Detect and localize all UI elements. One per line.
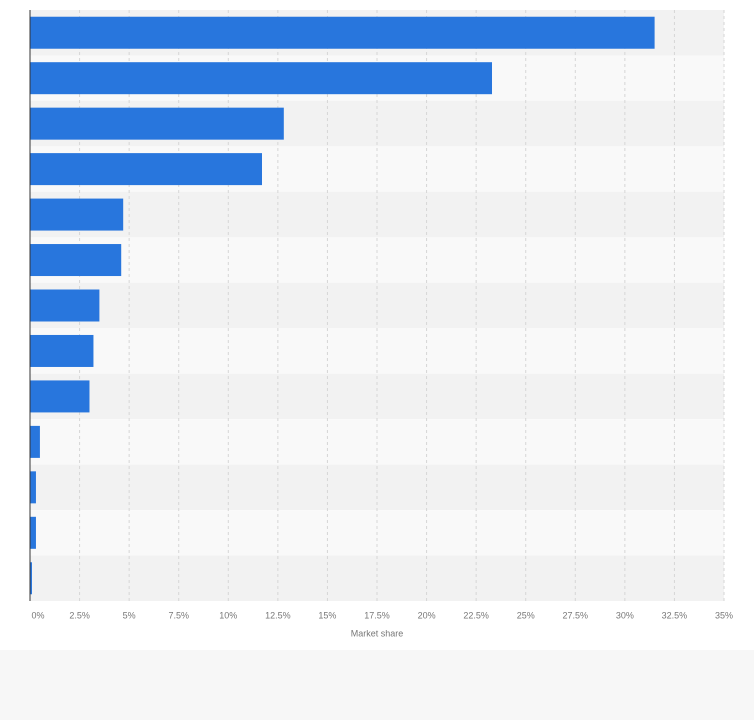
- x-tick-label: 5%: [123, 610, 136, 620]
- x-tick-label: 27.5%: [563, 610, 589, 620]
- x-tick-label: 17.5%: [364, 610, 390, 620]
- bar: [30, 380, 90, 413]
- x-axis-title: Market share: [351, 628, 404, 638]
- x-tick-label: 15%: [318, 610, 336, 620]
- bar: [30, 471, 36, 504]
- x-tick-label: 35%: [715, 610, 733, 620]
- bar: [30, 16, 655, 49]
- bar: [30, 244, 122, 277]
- x-tick-label: 25%: [517, 610, 535, 620]
- bar: [30, 62, 493, 95]
- x-tick-label: 30%: [616, 610, 634, 620]
- bar: [30, 153, 262, 186]
- x-tick-label: 0%: [31, 610, 44, 620]
- bar: [30, 516, 36, 549]
- footer-area: [0, 650, 754, 720]
- x-tick-label: 10%: [219, 610, 237, 620]
- x-tick-label: 12.5%: [265, 610, 291, 620]
- x-tick-label: 7.5%: [168, 610, 189, 620]
- bar: [30, 107, 284, 140]
- x-tick-label: 2.5%: [69, 610, 90, 620]
- x-tick-label: 22.5%: [463, 610, 489, 620]
- x-tick-label: 20%: [418, 610, 436, 620]
- bar: [30, 562, 32, 595]
- bar: [30, 289, 100, 322]
- bar: [30, 425, 40, 458]
- bar: [30, 334, 94, 367]
- x-tick-label: 32.5%: [662, 610, 688, 620]
- bar: [30, 198, 124, 231]
